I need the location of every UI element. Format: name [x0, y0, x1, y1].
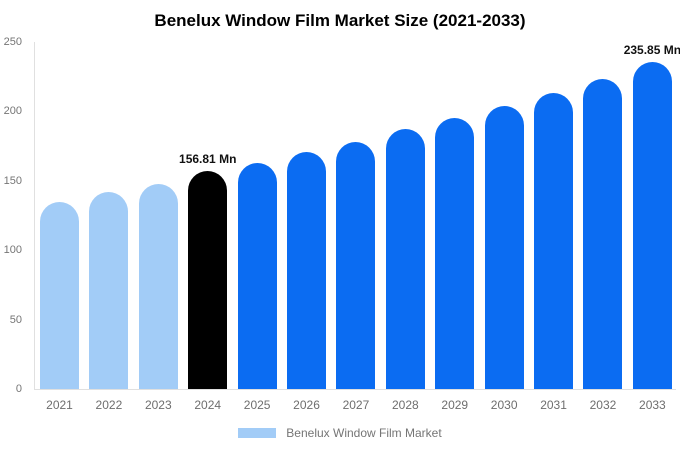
bar-2030[interactable]	[484, 106, 524, 389]
y-tick-label-50: 50	[9, 313, 22, 326]
x-tick-label-2031: 2031	[540, 398, 567, 412]
y-tick-label-200: 200	[3, 105, 22, 118]
data-label-2024: 156.81 Mn	[179, 152, 237, 166]
legend-label: Benelux Window Film Market	[286, 426, 442, 440]
bar-2026[interactable]	[287, 152, 327, 389]
x-tick-label-2022: 2022	[95, 398, 123, 412]
bar-2033[interactable]: 235.85 Mn	[624, 43, 680, 389]
bar-2024[interactable]: 156.81 Mn	[179, 152, 236, 389]
x-tick-label-2033: 2033	[639, 398, 666, 412]
y-tick-label-100: 100	[3, 244, 22, 257]
x-axis-line	[34, 389, 676, 390]
bar-2022[interactable]	[89, 192, 129, 389]
x-tick-label-2032: 2032	[589, 398, 617, 412]
y-tick-label-250: 250	[3, 36, 22, 48]
x-tick-label-2027: 2027	[342, 398, 370, 412]
bar-2029[interactable]	[435, 118, 475, 389]
x-axis: 2021 2022 2023 2024 2025 2026 2027 2028 2029 2030…	[40, 398, 672, 412]
y-axis-line	[34, 42, 35, 390]
bar-2023[interactable]	[138, 184, 178, 389]
bar-2031[interactable]	[534, 93, 574, 389]
x-tick-label-2023: 2023	[144, 398, 172, 412]
bar-2027[interactable]	[336, 142, 376, 389]
x-tick-label-2030: 2030	[490, 398, 518, 412]
chart-title: Benelux Window Film Market Size (2021-20…	[154, 11, 526, 30]
x-tick-label-2028: 2028	[391, 398, 419, 412]
y-tick-label-150: 150	[3, 174, 22, 187]
x-tick-label-2029: 2029	[441, 398, 469, 412]
legend-swatch-icon	[238, 428, 277, 438]
bar-2025[interactable]	[237, 163, 277, 389]
bar-2032[interactable]	[583, 79, 623, 389]
legend[interactable]: Benelux Window Film Market	[0, 426, 680, 440]
y-tick-label-0: 0	[15, 383, 22, 395]
x-tick-label-2025: 2025	[243, 398, 271, 412]
bar-2021[interactable]	[40, 202, 79, 389]
x-tick-label-2021: 2021	[46, 398, 73, 412]
data-label-2033: 235.85 Mn	[623, 43, 680, 57]
bars: 156.81 Mn 235.85 Mn	[40, 42, 680, 389]
x-tick-label-2024: 2024	[194, 398, 222, 412]
bar-2028[interactable]	[385, 129, 425, 389]
x-tick-label-2026: 2026	[293, 398, 320, 412]
